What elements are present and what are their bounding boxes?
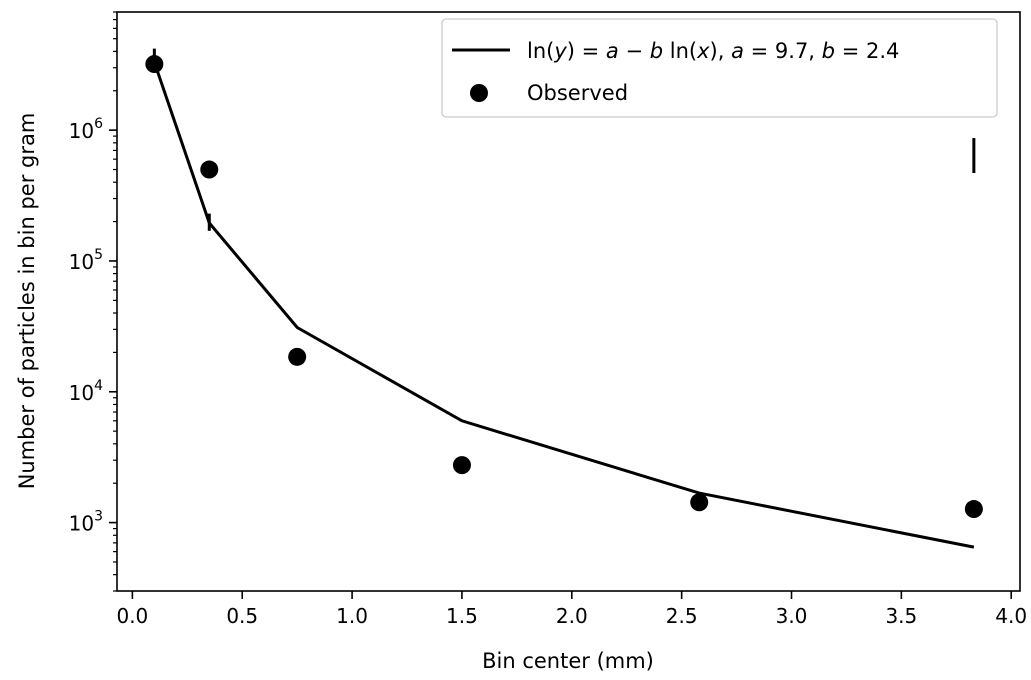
x-tick-label: 0.5 [226, 604, 258, 628]
y-tick-base: 10 [69, 119, 94, 143]
y-tick-exponent: 3 [94, 509, 103, 525]
x-tick-label: 2.0 [556, 604, 588, 628]
x-tick-label: 0.0 [116, 604, 148, 628]
legend-box [441, 18, 998, 118]
x-axis: 0.0 0.5 1.0 1.5 2.0 2.5 3.0 3.5 4.0 [116, 591, 1027, 628]
legend-fit-b2: b [822, 39, 835, 63]
x-tick-label: 3.5 [885, 604, 917, 628]
fit-line [152, 61, 975, 549]
legend-fit-var-y: y [553, 39, 567, 63]
x-tick-label: 4.0 [995, 604, 1027, 628]
x-tick-label: 2.5 [666, 604, 698, 628]
legend-fit-var-x: x [696, 39, 710, 63]
observed-point [690, 493, 709, 512]
x-tick-label: 1.0 [336, 604, 368, 628]
legend-fit-mid: ) = [567, 39, 606, 63]
observed-point [200, 160, 219, 179]
y-tick-base: 10 [69, 512, 94, 536]
legend-fit-a2: a [731, 39, 744, 63]
plot-content [145, 48, 983, 549]
observed-point [964, 500, 983, 519]
x-axis-title: Bin center (mm) [482, 649, 654, 673]
y-tick-label: 106 [69, 116, 103, 143]
observed-point [452, 456, 471, 475]
legend-fit-prefix: ln( [527, 39, 554, 63]
legend-fit-bval: = 2.4 [835, 39, 899, 63]
plot-area [116, 11, 1021, 592]
legend-fit-b: b [650, 39, 663, 63]
y-tick-label: 105 [69, 247, 103, 274]
observed-point [288, 347, 307, 366]
legend-dot-marker [470, 84, 488, 102]
x-tick-label: 3.0 [776, 604, 808, 628]
legend: ln(y) = a − b ln(x), a = 9.7, b = 2.4 Ob… [441, 18, 998, 118]
x-tick-label: 1.5 [446, 604, 478, 628]
y-tick-exponent: 5 [94, 247, 103, 263]
legend-fit-a: a [606, 39, 619, 63]
legend-observed-label: Observed [527, 81, 628, 105]
y-tick-base: 10 [69, 250, 94, 274]
legend-fit-aval: = 9.7, [744, 39, 822, 63]
y-tick-label: 104 [69, 378, 103, 405]
y-tick-base: 10 [69, 381, 94, 405]
observed-point [145, 55, 164, 74]
legend-fit-close: ), [710, 39, 732, 63]
y-tick-label: 103 [69, 509, 103, 536]
y-tick-exponent: 6 [94, 116, 103, 132]
legend-fit-ln: ln( [663, 39, 697, 63]
y-tick-exponent: 4 [94, 378, 103, 394]
legend-fit-minus: − [619, 39, 650, 63]
legend-fit-label: ln(y) = a − b ln(x), a = 9.7, b = 2.4 [527, 39, 899, 63]
y-axis-title: Number of particles in bin per gram [15, 113, 39, 490]
